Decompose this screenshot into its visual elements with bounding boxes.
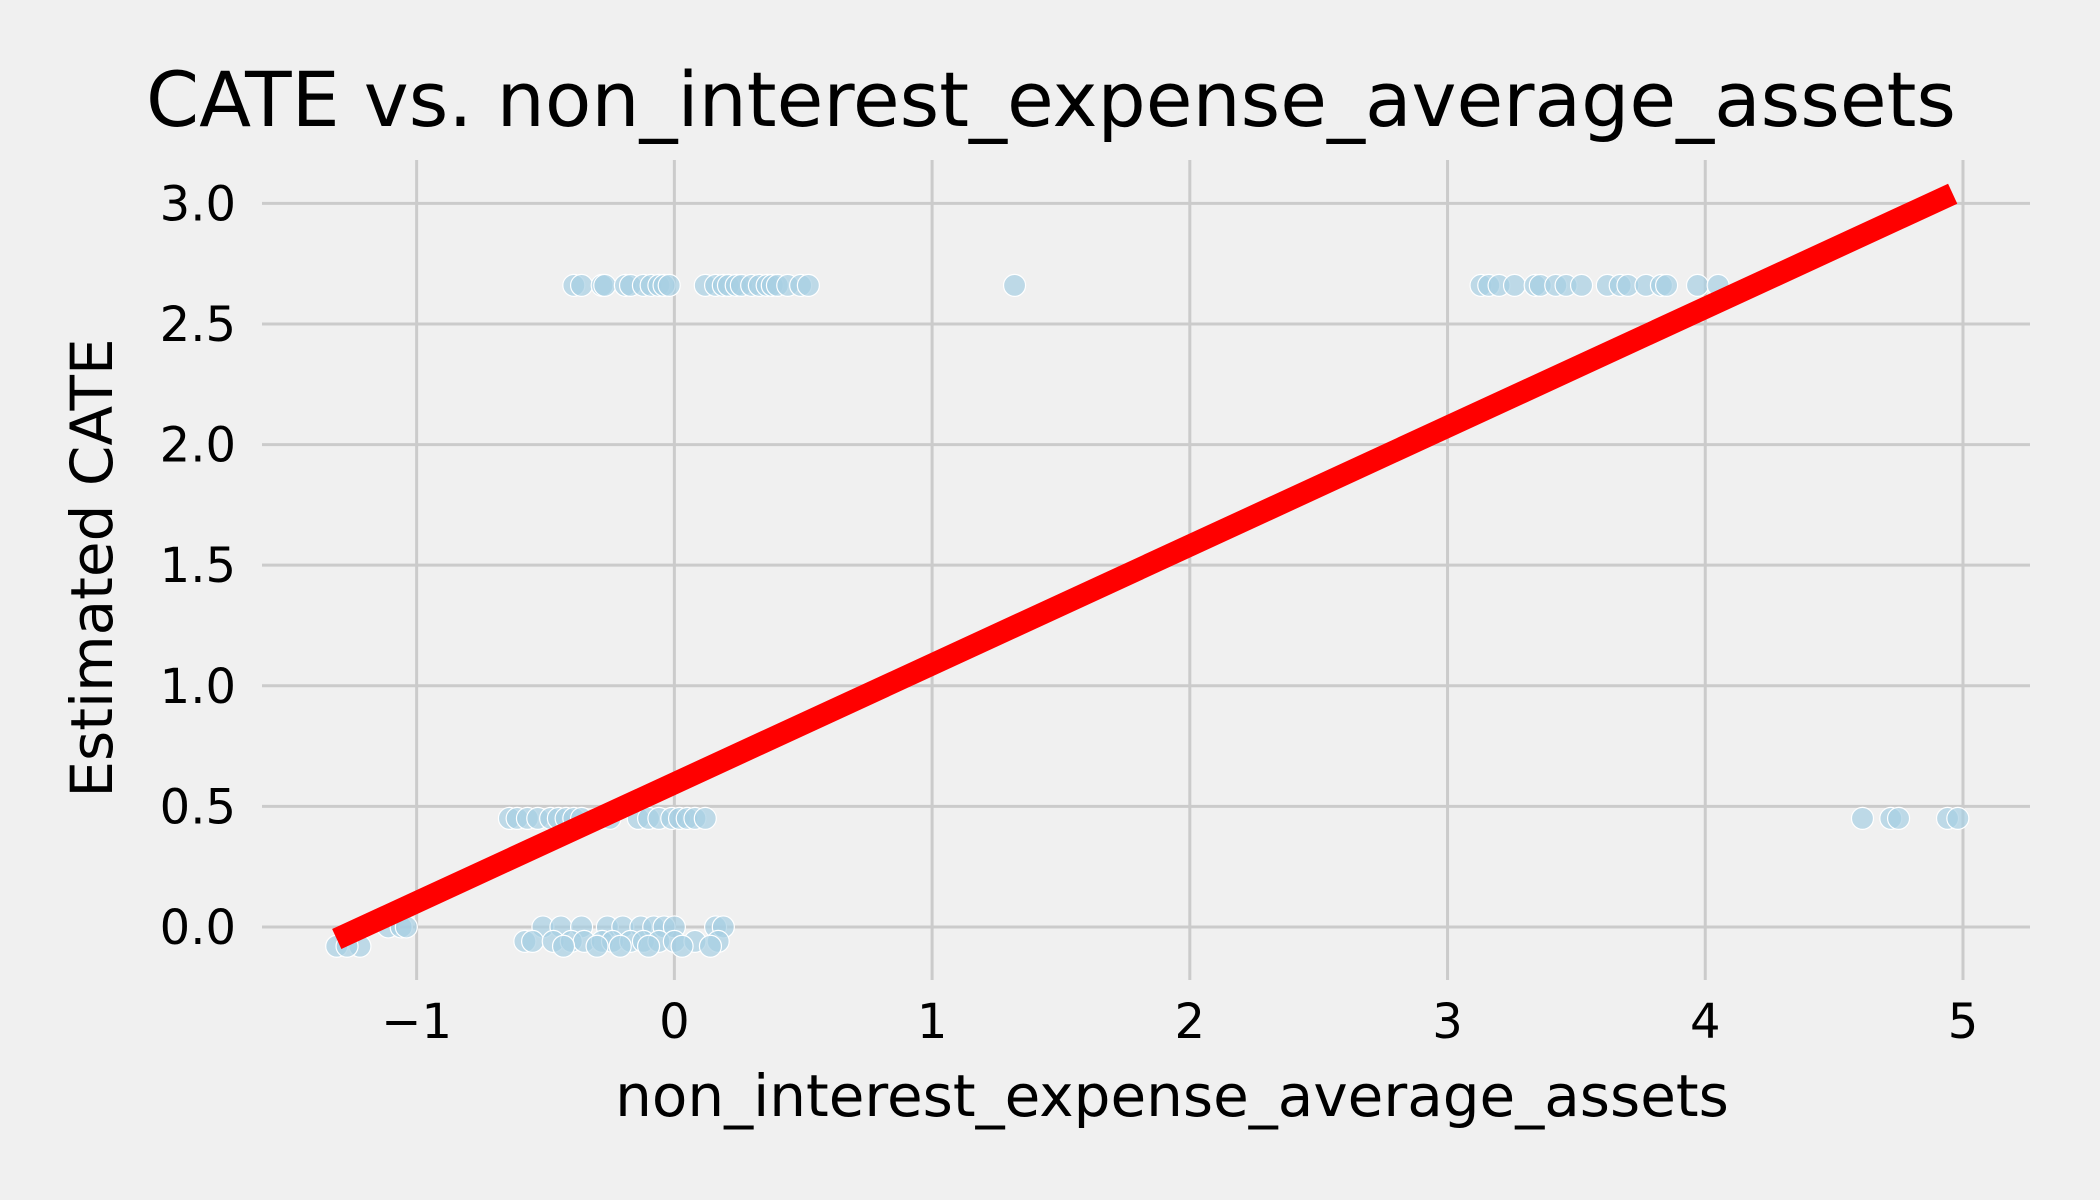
scatter-point <box>1002 273 1027 298</box>
scatter-point <box>796 273 820 298</box>
x-tick-label: 3 <box>1432 994 1463 1050</box>
y-tick-labels: 0.0 0.5 1.0 1.5 2.0 2.5 3.0 <box>160 176 236 956</box>
scatter-point <box>693 806 717 831</box>
x-axis-label: non_interest_expense_average_assets <box>615 1062 1729 1130</box>
y-tick-label: 2.0 <box>160 418 236 474</box>
scatter-point <box>1569 273 1594 298</box>
y-tick-label: 0.0 <box>160 900 236 956</box>
x-tick-label: −1 <box>381 994 452 1050</box>
regression-line <box>332 183 1958 949</box>
scatter-point <box>551 934 576 958</box>
scatter-point <box>698 934 723 958</box>
x-tick-label: 5 <box>1948 994 1979 1050</box>
chart-title: CATE vs. non_interest_expense_average_as… <box>146 55 1956 144</box>
y-tick-label: 1.5 <box>160 538 236 594</box>
scatter-point <box>636 934 661 958</box>
scatter-point <box>1946 806 1970 831</box>
x-tick-label: 0 <box>659 994 690 1050</box>
scatter-point <box>657 273 681 298</box>
scatter-point <box>1685 273 1710 298</box>
y-tick-label: 3.0 <box>160 176 236 232</box>
scatter-point <box>1655 273 1679 298</box>
y-tick-label: 2.5 <box>160 297 236 353</box>
scatter-point <box>1850 806 1875 831</box>
x-tick-label: 2 <box>1175 994 1206 1050</box>
x-tick-labels: −1 0 1 2 3 4 5 <box>381 994 1978 1050</box>
scatter-point <box>608 934 632 958</box>
y-tick-label: 1.0 <box>160 659 236 715</box>
scatter-point <box>593 273 617 298</box>
x-tick-label: 4 <box>1690 994 1721 1050</box>
scatter-point <box>569 273 594 298</box>
scatter-point <box>1502 273 1527 298</box>
fit-line-group <box>332 183 1958 949</box>
x-tick-label: 1 <box>917 994 948 1050</box>
scatter-point <box>670 934 694 958</box>
scatter-point <box>521 929 545 954</box>
y-tick-label: 0.5 <box>160 779 236 835</box>
scatter-point <box>1886 806 1911 831</box>
y-axis-label: Estimated CATE <box>58 338 126 797</box>
scatter-point <box>585 934 609 958</box>
